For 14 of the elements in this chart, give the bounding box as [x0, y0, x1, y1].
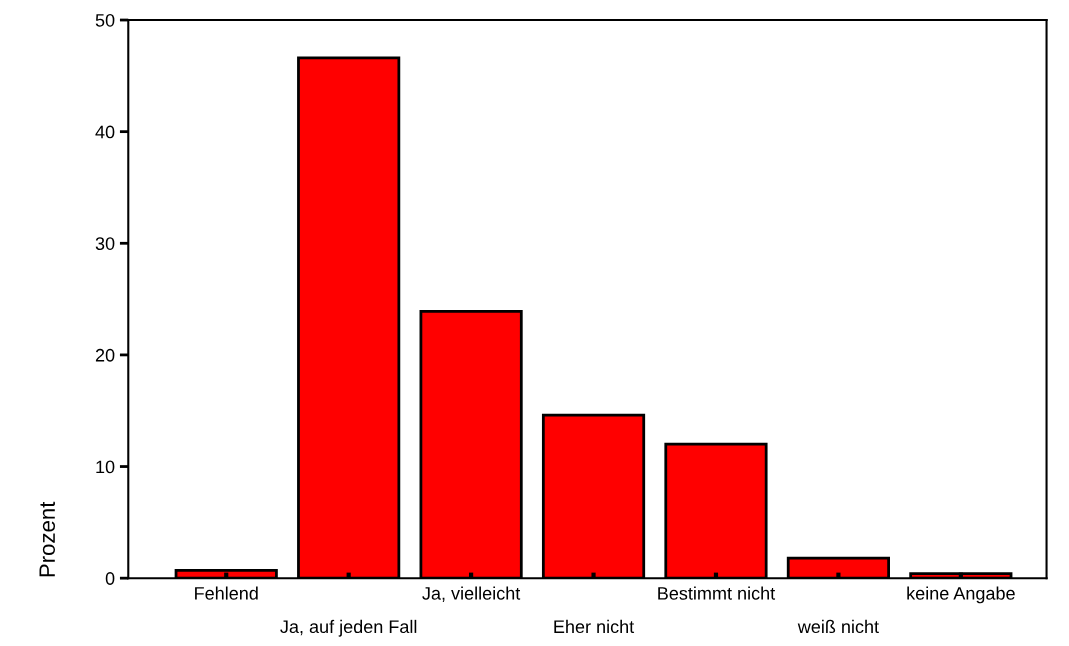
y-tick-label: 40 — [95, 125, 115, 139]
x-tick-label: Fehlend — [195, 586, 258, 600]
x-tick-label: Bestimmt nicht — [658, 586, 776, 600]
x-tick-label: Ja, auf jeden Fall — [280, 619, 417, 637]
y-tick-label: 10 — [96, 460, 115, 474]
x-tick-label: weiß nicht — [797, 619, 879, 634]
x-tick-label: keine Angabe — [907, 586, 1015, 604]
y-tick-label: 30 — [95, 237, 115, 250]
y-tick-label: 50 — [95, 13, 115, 27]
y-tick-label: 0 — [105, 572, 115, 585]
x-tick-label: Eher nicht — [554, 619, 635, 634]
y-axis-title: Prozent — [39, 501, 56, 577]
x-tick-label: Ja, vielleicht — [422, 586, 521, 602]
y-tick-label: 20 — [95, 348, 115, 362]
